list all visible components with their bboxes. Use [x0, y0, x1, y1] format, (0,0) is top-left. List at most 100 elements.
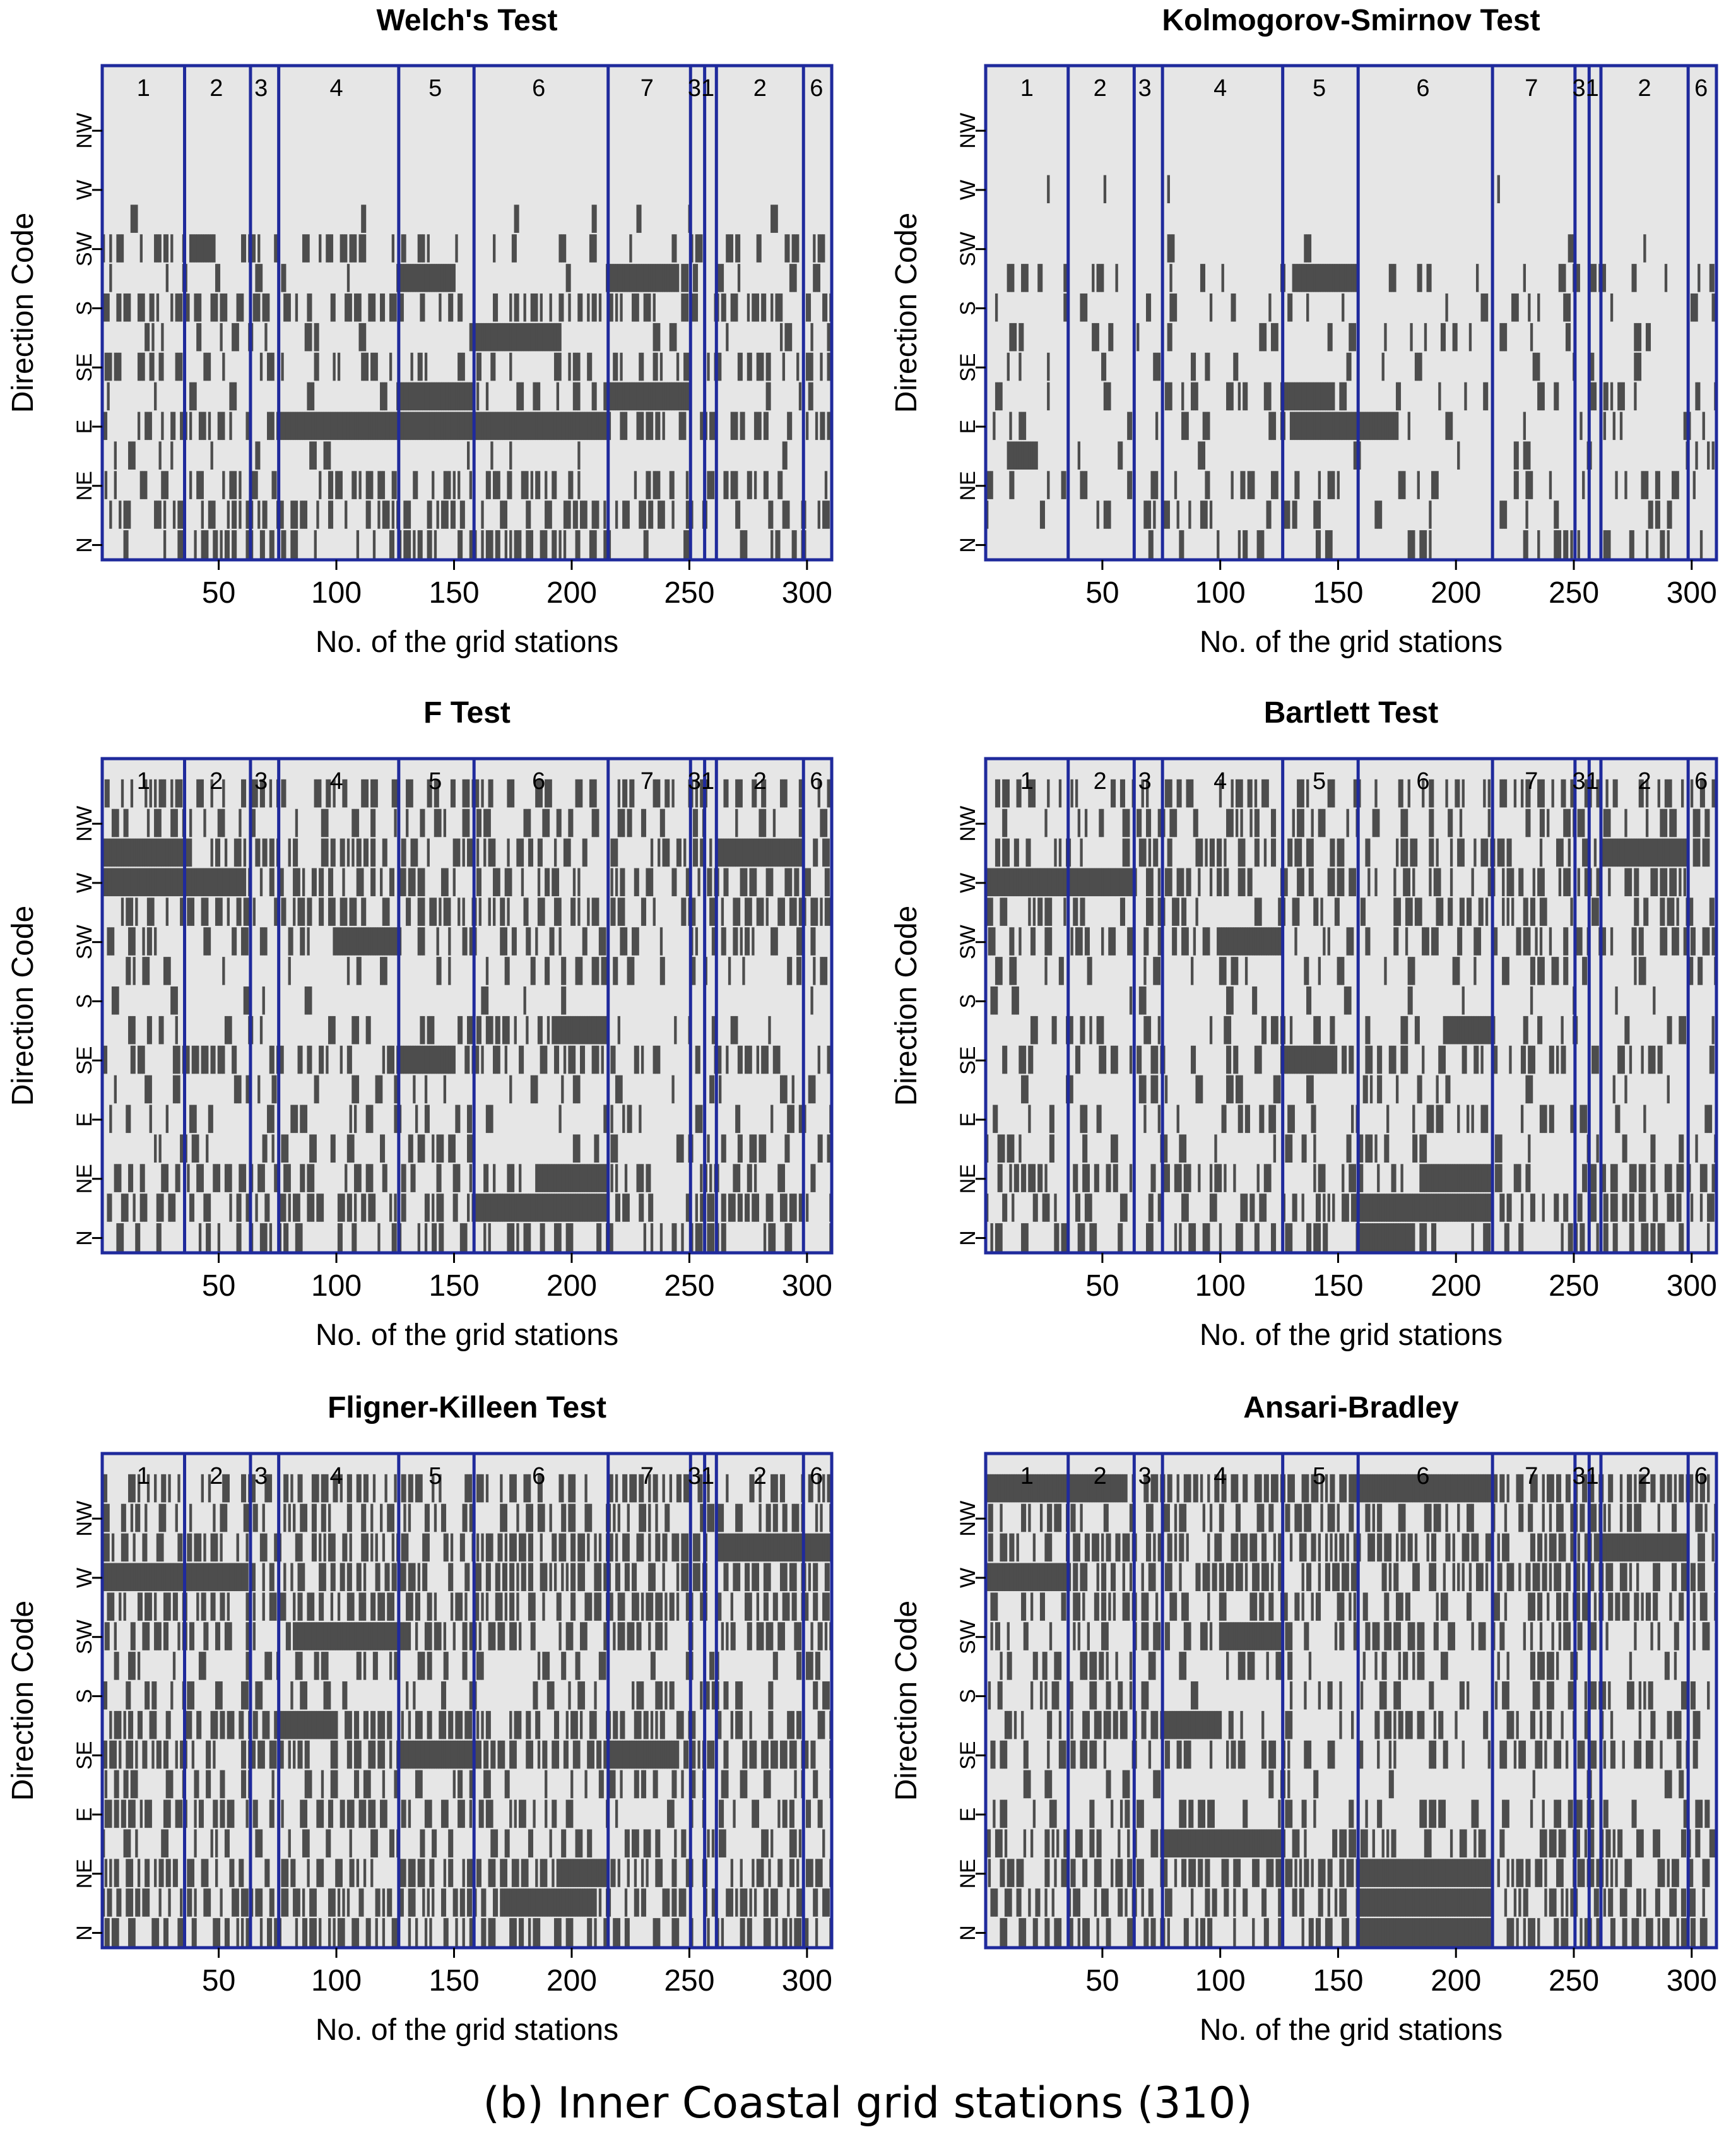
- significant-cell: [1502, 897, 1505, 926]
- significant-cell: [1709, 264, 1713, 292]
- significant-cell: [1494, 1164, 1498, 1192]
- significant-cell: [1183, 1193, 1187, 1222]
- significant-cell: [1353, 323, 1357, 352]
- significant-cell: [1603, 382, 1607, 411]
- significant-cell: [572, 1016, 576, 1045]
- significant-cell: [549, 323, 552, 352]
- significant-cell: [723, 868, 726, 897]
- significant-cell: [1429, 1164, 1432, 1192]
- significant-cell: [526, 1016, 529, 1045]
- significant-cell: [1480, 1193, 1484, 1222]
- significant-cell: [1313, 1134, 1316, 1163]
- significant-cell: [1417, 897, 1420, 926]
- significant-cell: [1226, 1045, 1229, 1074]
- significant-cell: [1504, 1223, 1508, 1252]
- significant-cell: [1219, 868, 1222, 897]
- significant-cell: [733, 1016, 736, 1045]
- significant-cell: [356, 1075, 360, 1104]
- significant-cell: [664, 264, 668, 292]
- significant-cell: [139, 352, 143, 381]
- significant-cell: [1662, 868, 1665, 897]
- significant-cell: [1294, 471, 1297, 499]
- significant-cell: [791, 897, 794, 926]
- significant-cell: [349, 293, 352, 322]
- significant-cell: [617, 1016, 620, 1045]
- significant-cell: [1270, 927, 1274, 956]
- significant-cell: [1270, 1104, 1274, 1134]
- significant-cell: [1433, 1164, 1437, 1192]
- significant-cell: [493, 1193, 496, 1222]
- significant-cell: [432, 1045, 435, 1074]
- significant-cell: [259, 927, 263, 956]
- significant-cell: [824, 957, 828, 985]
- region-label: 2: [1094, 768, 1107, 795]
- significant-cell: [290, 530, 293, 559]
- significant-cell: [119, 500, 122, 529]
- significant-cell: [455, 412, 458, 441]
- significant-cell: [1108, 868, 1111, 897]
- significant-cell: [1021, 264, 1024, 292]
- significant-cell: [233, 382, 237, 411]
- region-label: 6: [532, 75, 545, 102]
- significant-cell: [452, 779, 456, 808]
- significant-cell: [1468, 897, 1472, 926]
- significant-cell: [1047, 779, 1050, 808]
- significant-cell: [1337, 838, 1340, 867]
- significant-cell: [747, 293, 750, 322]
- significant-cell: [116, 352, 119, 381]
- significant-cell: [328, 441, 331, 470]
- significant-cell: [1676, 897, 1679, 926]
- significant-cell: [723, 838, 726, 867]
- significant-cell: [1669, 500, 1672, 529]
- significant-cell: [1209, 1164, 1213, 1192]
- significant-cell: [1584, 838, 1588, 867]
- significant-cell: [579, 1045, 583, 1074]
- significant-cell: [545, 530, 548, 559]
- significant-cell: [323, 412, 326, 441]
- significant-cell: [372, 808, 376, 838]
- significant-cell: [1643, 838, 1646, 867]
- significant-cell: [354, 1223, 357, 1252]
- significant-cell: [627, 957, 630, 985]
- significant-cell: [1327, 323, 1330, 352]
- significant-cell: [490, 779, 493, 808]
- significant-cell: [1591, 1164, 1595, 1192]
- significant-cell: [1412, 1134, 1415, 1163]
- significant-cell: [1167, 234, 1170, 263]
- significant-cell: [1530, 1193, 1533, 1222]
- significant-cell: [1212, 838, 1215, 867]
- significant-cell: [380, 1075, 383, 1104]
- significant-cell: [467, 808, 470, 838]
- significant-cell: [139, 1045, 143, 1074]
- significant-cell: [161, 412, 164, 441]
- significant-cell: [1125, 838, 1128, 867]
- significant-cell: [1395, 897, 1399, 926]
- significant-cell: [596, 412, 599, 441]
- significant-cell: [137, 293, 141, 322]
- significant-cell: [572, 1045, 576, 1074]
- significant-cell: [1549, 471, 1552, 499]
- significant-cell: [1089, 868, 1092, 897]
- significant-cell: [1327, 530, 1330, 559]
- significant-cell: [236, 838, 239, 867]
- significant-cell: [643, 500, 647, 529]
- significant-cell: [1426, 1104, 1429, 1134]
- significant-cell: [789, 957, 793, 985]
- significant-cell: [1143, 927, 1147, 956]
- significant-cell: [488, 412, 491, 441]
- significant-cell: [779, 323, 783, 352]
- significant-cell: [1084, 808, 1088, 838]
- significant-cell: [1641, 927, 1644, 956]
- significant-cell: [827, 838, 830, 867]
- significant-cell: [1261, 530, 1265, 559]
- significant-cell: [671, 779, 675, 808]
- significant-cell: [1007, 779, 1010, 808]
- significant-cell: [1525, 779, 1528, 808]
- significant-cell: [798, 1193, 802, 1222]
- significant-cell: [1450, 838, 1453, 867]
- significant-cell: [300, 1104, 303, 1134]
- significant-cell: [1403, 1045, 1406, 1074]
- significant-cell: [1308, 986, 1312, 1015]
- significant-cell: [481, 530, 484, 559]
- significant-cell: [1148, 838, 1152, 867]
